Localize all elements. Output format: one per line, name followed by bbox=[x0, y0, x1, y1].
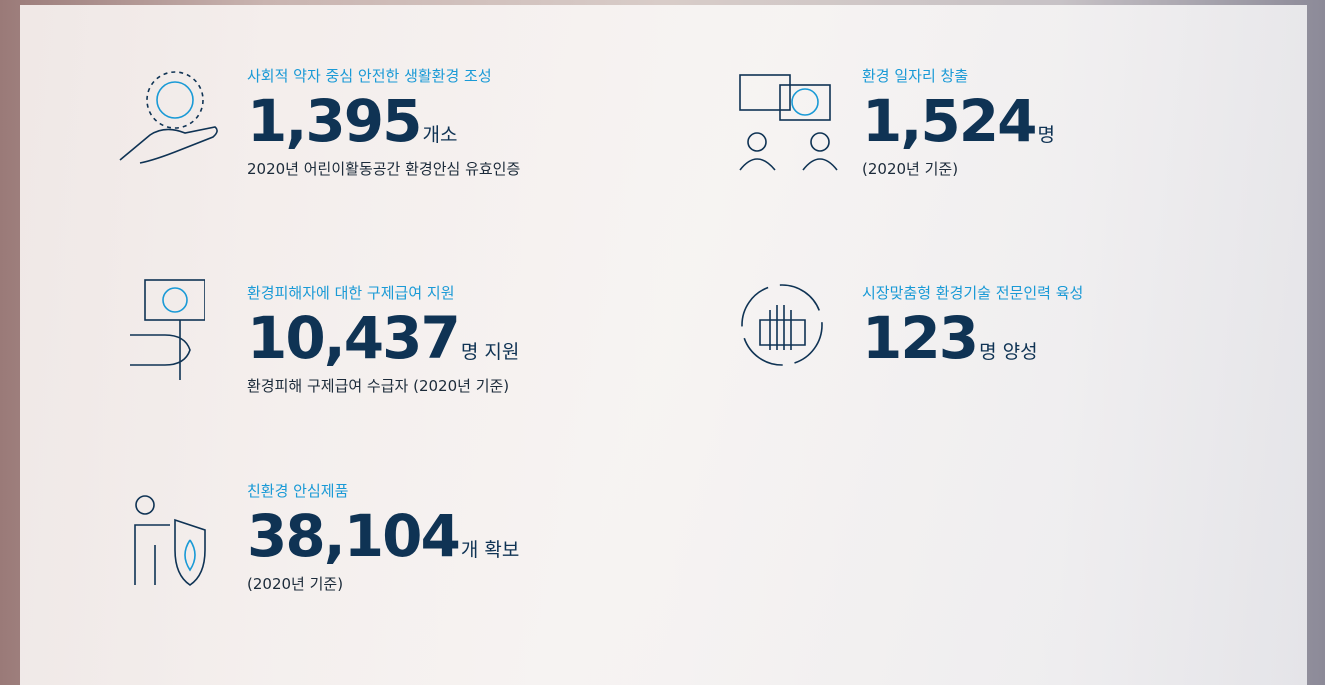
number: 10,437 명 지원 bbox=[247, 309, 519, 367]
unit: 명 bbox=[1037, 124, 1055, 146]
number: 1,524 명 bbox=[862, 92, 1055, 150]
panel: 사회적 약자 중심 안전한 생활환경 조성 1,395 개소 2020년 어린이활동공… bbox=[20, 5, 1307, 685]
caption: 환경 일자리 창출 bbox=[862, 67, 969, 85]
stat: 환경 일자리 창출 1,524 명 (2020년 기준) bbox=[862, 65, 1055, 179]
icon-sign-hand bbox=[130, 279, 205, 380]
value: 1,395 bbox=[247, 87, 422, 155]
subtext: (2020년 기준) bbox=[862, 160, 959, 178]
caption: 환경피해자에 대한 구제급여 지원 bbox=[247, 284, 455, 302]
number: 38,104 개 확보 bbox=[247, 507, 519, 565]
caption: 친환경 안심제품 bbox=[247, 482, 349, 500]
subtext: 2020년 어린이활동공간 환경안심 유효인증 bbox=[247, 160, 521, 178]
unit: 명 양성 bbox=[979, 341, 1038, 363]
value: 1,524 bbox=[862, 87, 1037, 155]
number: 1,395 개소 bbox=[247, 92, 520, 150]
icon-globe-hand bbox=[119, 71, 218, 164]
stat: 시장맞춤형 환경기술 전문인력 육성 123 명 양성 bbox=[862, 282, 1083, 367]
icon-hands-circle bbox=[741, 284, 823, 366]
value: 38,104 bbox=[247, 502, 461, 570]
caption: 사회적 약자 중심 안전한 생활환경 조성 bbox=[247, 67, 492, 85]
icon-person-shield bbox=[134, 495, 206, 586]
stat: 사회적 약자 중심 안전한 생활환경 조성 1,395 개소 2020년 어린이활동공… bbox=[247, 65, 520, 179]
caption: 시장맞춤형 환경기술 전문인력 육성 bbox=[862, 284, 1084, 302]
number: 123 명 양성 bbox=[862, 309, 1083, 367]
stat: 친환경 안심제품 38,104 개 확보 (2020년 기준) bbox=[247, 480, 519, 594]
subtext: (2020년 기준) bbox=[247, 575, 344, 593]
unit: 개소 bbox=[422, 124, 458, 146]
icon-people-chat bbox=[739, 74, 838, 171]
value: 123 bbox=[862, 304, 979, 372]
unit: 명 지원 bbox=[460, 341, 520, 363]
subtext: 환경피해 구제급여 수급자 (2020년 기준) bbox=[247, 377, 510, 395]
value: 10,437 bbox=[247, 304, 461, 372]
unit: 개 확보 bbox=[460, 539, 520, 561]
